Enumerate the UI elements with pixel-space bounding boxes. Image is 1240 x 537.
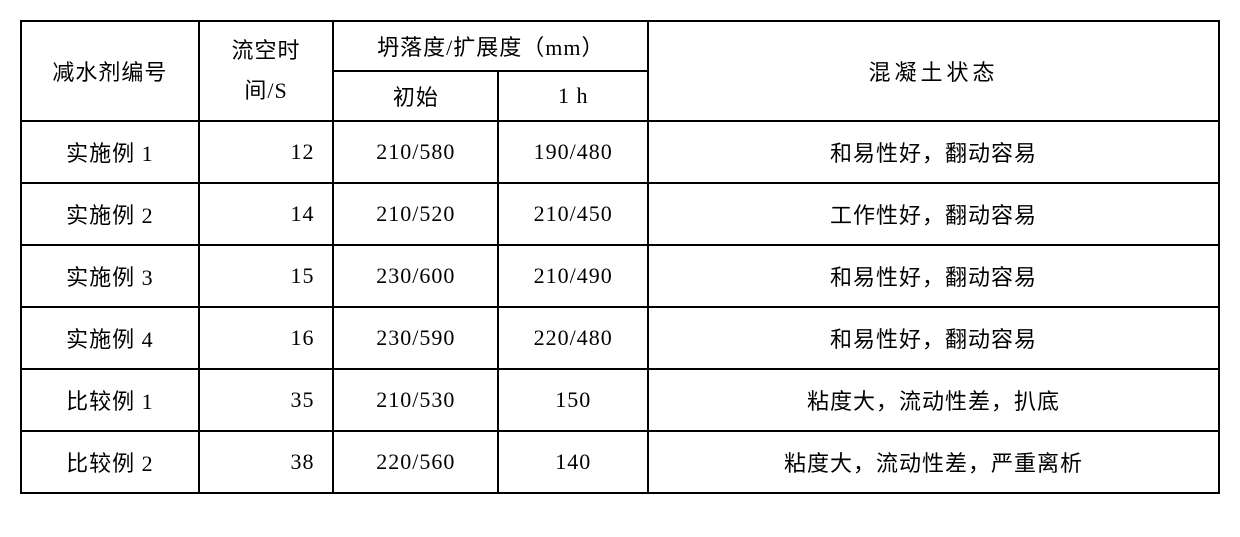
- header-time: 流空时 间/S: [199, 21, 334, 121]
- cell-1h: 150: [498, 369, 648, 431]
- data-table: 减水剂编号 流空时 间/S 坍落度/扩展度（mm） 混凝土状态 初始 1 h 实…: [20, 20, 1220, 494]
- header-slump-group: 坍落度/扩展度（mm）: [333, 21, 648, 71]
- cell-id: 实施例 2: [21, 183, 199, 245]
- table-header-row-1: 减水剂编号 流空时 间/S 坍落度/扩展度（mm） 混凝土状态: [21, 21, 1219, 71]
- table-row: 比较例 1 35 210/530 150 粘度大，流动性差，扒底: [21, 369, 1219, 431]
- header-slump-initial: 初始: [333, 71, 498, 121]
- table-row: 实施例 2 14 210/520 210/450 工作性好，翻动容易: [21, 183, 1219, 245]
- table-row: 实施例 4 16 230/590 220/480 和易性好，翻动容易: [21, 307, 1219, 369]
- cell-initial: 220/560: [333, 431, 498, 493]
- cell-time: 38: [199, 431, 334, 493]
- cell-time: 35: [199, 369, 334, 431]
- table-row: 比较例 2 38 220/560 140 粘度大，流动性差，严重离析: [21, 431, 1219, 493]
- cell-initial: 210/520: [333, 183, 498, 245]
- cell-state: 和易性好，翻动容易: [648, 245, 1219, 307]
- cell-state: 和易性好，翻动容易: [648, 121, 1219, 183]
- cell-time: 16: [199, 307, 334, 369]
- cell-state: 粘度大，流动性差，扒底: [648, 369, 1219, 431]
- cell-time: 12: [199, 121, 334, 183]
- header-id: 减水剂编号: [21, 21, 199, 121]
- cell-initial: 210/530: [333, 369, 498, 431]
- header-state: 混凝土状态: [648, 21, 1219, 121]
- cell-id: 比较例 1: [21, 369, 199, 431]
- cell-1h: 210/450: [498, 183, 648, 245]
- cell-1h: 140: [498, 431, 648, 493]
- cell-id: 实施例 3: [21, 245, 199, 307]
- cell-initial: 210/580: [333, 121, 498, 183]
- cell-initial: 230/600: [333, 245, 498, 307]
- cell-state: 工作性好，翻动容易: [648, 183, 1219, 245]
- cell-state: 和易性好，翻动容易: [648, 307, 1219, 369]
- cell-initial: 230/590: [333, 307, 498, 369]
- header-slump-1h: 1 h: [498, 71, 648, 121]
- cell-1h: 210/490: [498, 245, 648, 307]
- cell-1h: 190/480: [498, 121, 648, 183]
- cell-id: 比较例 2: [21, 431, 199, 493]
- cell-state: 粘度大，流动性差，严重离析: [648, 431, 1219, 493]
- header-time-line1: 流空时: [232, 38, 301, 63]
- cell-id: 实施例 4: [21, 307, 199, 369]
- cell-time: 15: [199, 245, 334, 307]
- header-time-line2: 间/S: [244, 78, 287, 103]
- table-row: 实施例 1 12 210/580 190/480 和易性好，翻动容易: [21, 121, 1219, 183]
- cell-time: 14: [199, 183, 334, 245]
- cell-id: 实施例 1: [21, 121, 199, 183]
- cell-1h: 220/480: [498, 307, 648, 369]
- table-row: 实施例 3 15 230/600 210/490 和易性好，翻动容易: [21, 245, 1219, 307]
